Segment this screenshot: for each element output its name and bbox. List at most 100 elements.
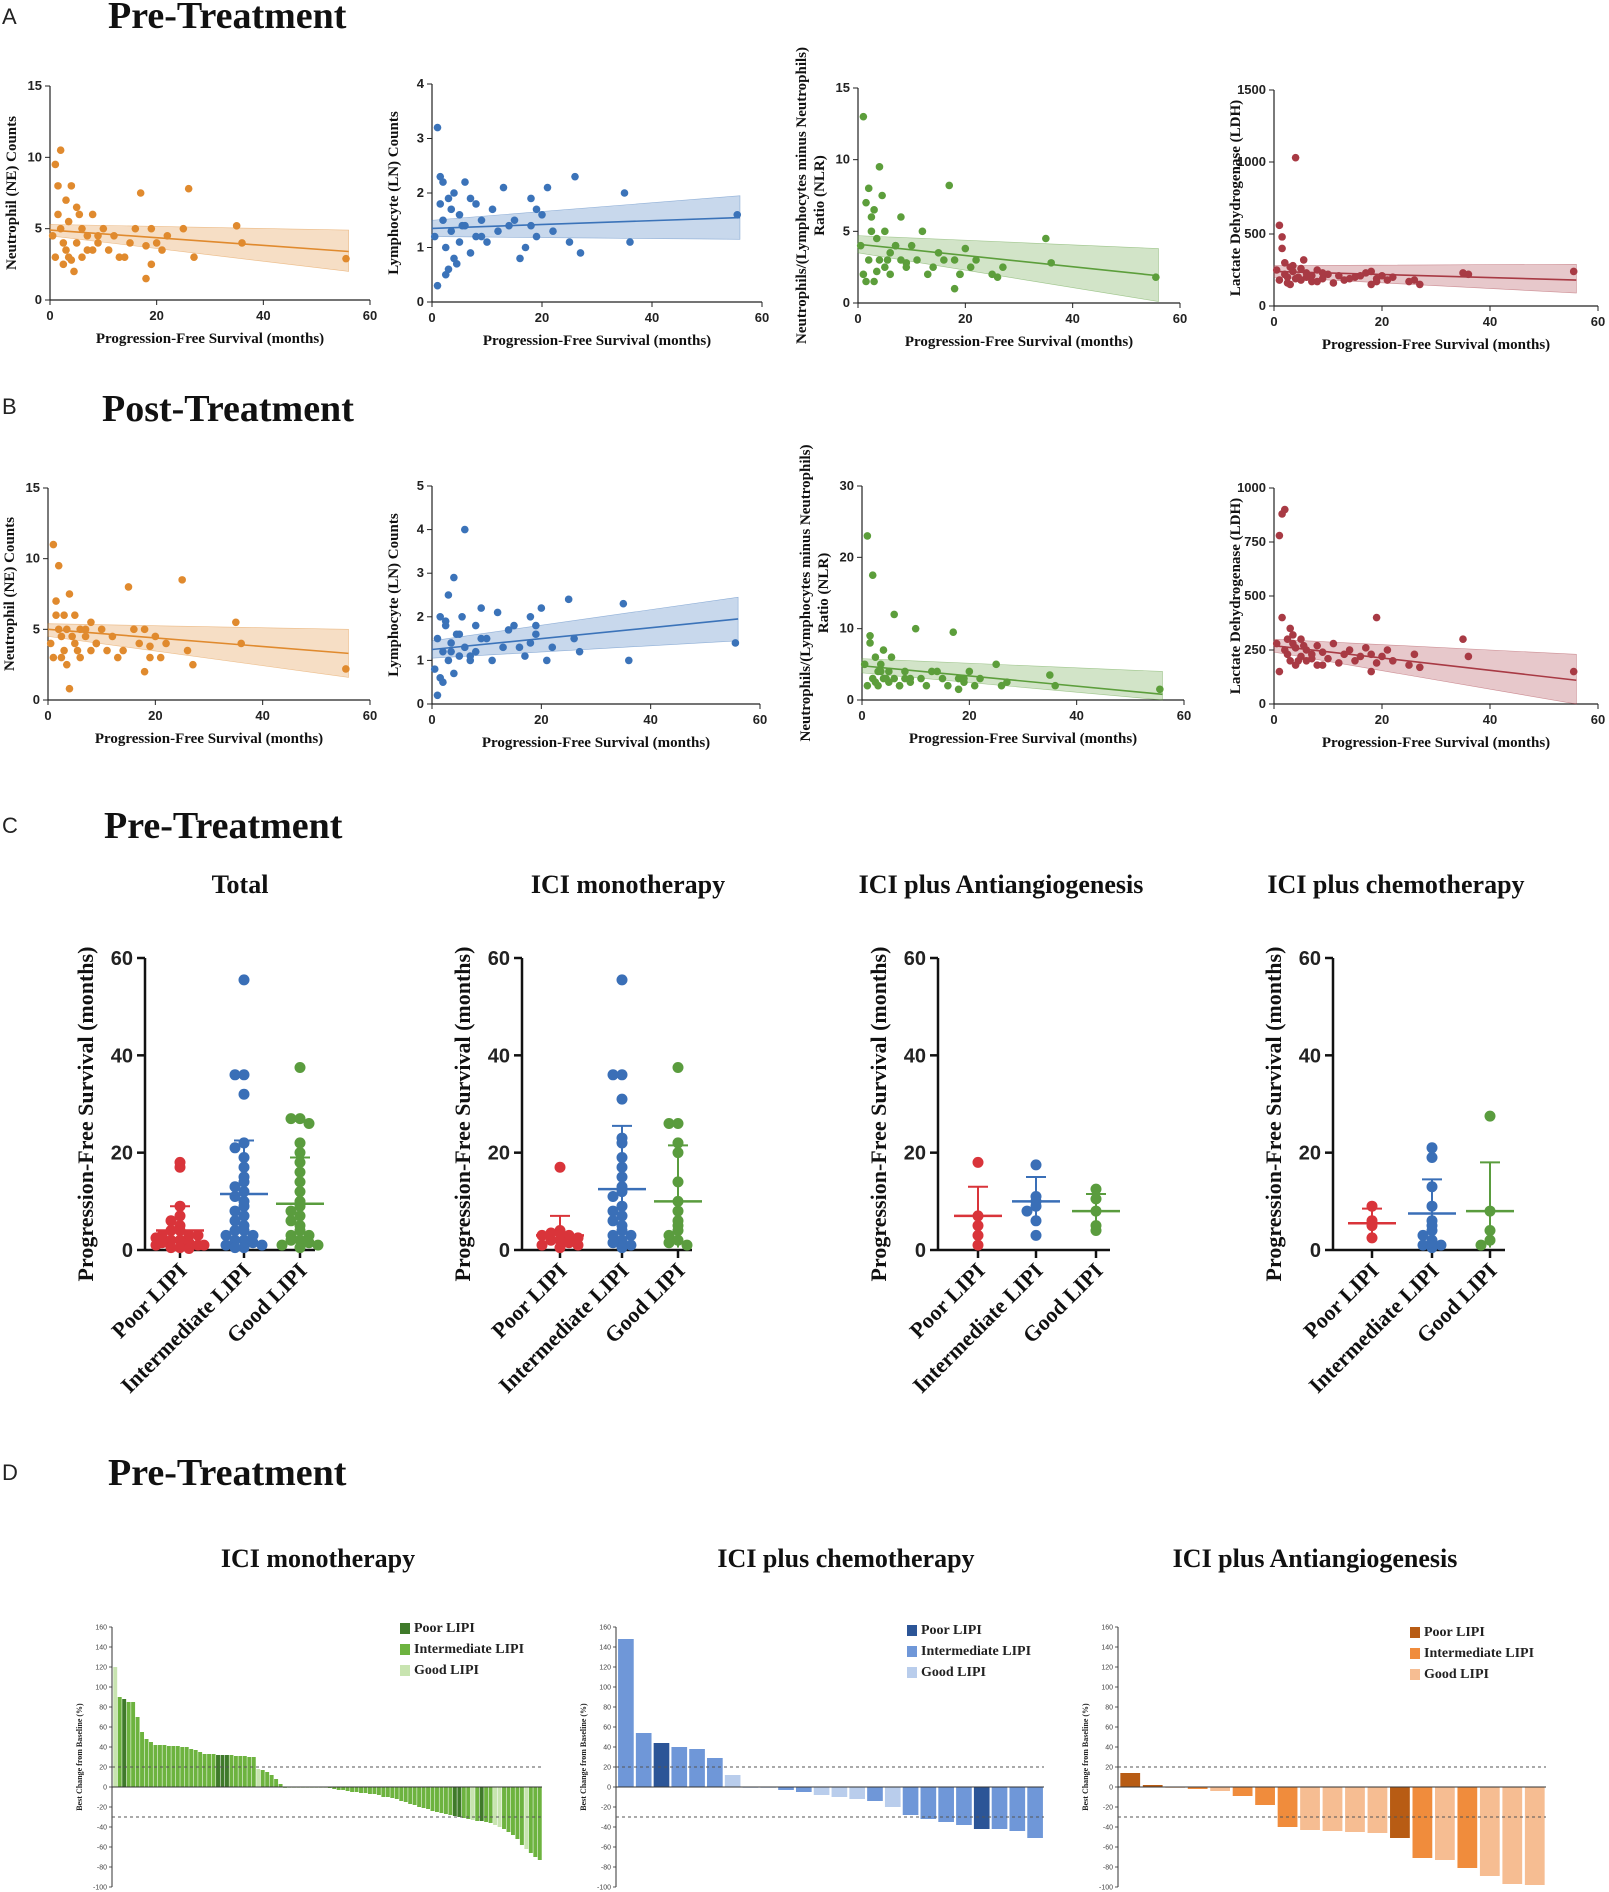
bar xyxy=(831,1787,848,1797)
bar xyxy=(497,1787,502,1827)
data-point xyxy=(875,256,884,264)
panel-a-title: Pre-Treatment xyxy=(108,0,347,37)
y-tick-label: 0 xyxy=(122,1240,133,1262)
bar xyxy=(403,1787,408,1802)
chart-b2: 0 1 2 3 4 5 0 20 40 60 Progression-Free Survival (… xyxy=(386,478,767,751)
bar xyxy=(724,1775,741,1787)
y-tick-label: 0 xyxy=(847,692,854,707)
bar xyxy=(274,1779,279,1787)
data-point xyxy=(1569,667,1578,676)
data-point xyxy=(81,632,90,641)
data-point xyxy=(860,660,869,669)
data-point xyxy=(54,182,62,190)
data-point xyxy=(1278,613,1286,622)
legend-label: Poor LIPI xyxy=(921,1623,982,1638)
data-point xyxy=(619,599,628,608)
data-point xyxy=(1318,274,1327,283)
y-tick-label: 20 xyxy=(603,1765,611,1772)
chart-c2: ICI monotherapy 0 20 40 60 Progression-Free S… xyxy=(450,870,725,1398)
data-point xyxy=(891,241,900,250)
data-point xyxy=(229,1205,241,1217)
data-point xyxy=(62,625,71,634)
data-point xyxy=(1367,650,1375,659)
y-tick-label: 100 xyxy=(1101,1685,1113,1692)
data-point xyxy=(108,632,117,641)
chart-a4: 0 500 1000 1500 0 20 40 60 Progression-Free Surv… xyxy=(1228,82,1605,353)
data-point xyxy=(911,624,920,633)
data-point xyxy=(147,260,156,269)
data-point xyxy=(450,573,458,582)
data-point xyxy=(907,241,916,250)
y-axis-label-line: Ratio (NLR) xyxy=(812,155,828,235)
data-point xyxy=(863,681,872,690)
data-point xyxy=(870,206,878,214)
data-point xyxy=(663,1117,675,1129)
bar xyxy=(461,1787,466,1818)
bar xyxy=(493,1787,498,1825)
bar xyxy=(149,1742,153,1787)
data-point xyxy=(94,232,102,240)
data-point xyxy=(1389,657,1397,665)
bar xyxy=(394,1787,399,1799)
x-tick-label: 60 xyxy=(753,712,767,727)
y-tick-label: -20 xyxy=(97,1805,107,1812)
data-point xyxy=(1281,259,1289,267)
data-point xyxy=(965,667,974,676)
data-point xyxy=(625,1239,637,1251)
data-point xyxy=(554,1161,566,1173)
bar xyxy=(488,1787,493,1823)
data-point xyxy=(65,684,74,693)
data-point xyxy=(461,643,469,652)
data-point xyxy=(999,263,1007,271)
bar xyxy=(426,1787,431,1809)
data-point xyxy=(439,647,447,656)
bar xyxy=(653,1743,670,1787)
data-point xyxy=(62,660,71,669)
data-point xyxy=(881,227,889,236)
data-point xyxy=(131,224,140,233)
panel-letter-b: B xyxy=(2,394,17,419)
data-point xyxy=(71,639,79,648)
chart-c4: ICI plus chemotherapy 0 20 40 60 Progression-… xyxy=(1261,870,1525,1398)
data-point xyxy=(189,660,197,669)
y-tick-label: 80 xyxy=(1105,1705,1113,1712)
x-tick-label: 40 xyxy=(643,712,657,727)
y-tick-label: -40 xyxy=(1103,1825,1113,1832)
y-tick-label: 160 xyxy=(95,1625,107,1632)
data-point xyxy=(862,198,870,207)
data-point xyxy=(135,639,144,648)
bar xyxy=(193,1750,198,1787)
bar xyxy=(519,1787,524,1845)
bar xyxy=(1412,1787,1433,1858)
data-point xyxy=(447,647,455,656)
bar xyxy=(367,1787,372,1794)
x-tick-label: 0 xyxy=(46,308,53,323)
data-point xyxy=(72,203,81,212)
bar xyxy=(506,1787,511,1832)
confidence-band xyxy=(47,623,349,678)
x-tick-label: 60 xyxy=(1591,712,1605,727)
data-point xyxy=(505,221,513,230)
y-tick-label: 40 xyxy=(1105,1745,1113,1752)
data-point xyxy=(570,634,578,643)
data-point xyxy=(532,621,540,630)
data-point xyxy=(917,674,925,683)
y-tick-label: 0 xyxy=(1259,696,1266,711)
data-point xyxy=(944,681,952,690)
data-point xyxy=(110,232,118,240)
bar xyxy=(412,1787,417,1805)
data-point xyxy=(1291,644,1300,652)
data-point xyxy=(1291,153,1300,162)
chart-d3: ICI plus Antiangiogenesis -100 -80 -60 -40 -2… xyxy=(1081,1544,1546,1892)
data-point xyxy=(1367,667,1375,676)
y-tick-label: -60 xyxy=(1103,1845,1113,1852)
data-point xyxy=(158,246,166,254)
x-tick-label: 20 xyxy=(535,310,549,325)
data-point xyxy=(1272,266,1281,274)
data-point xyxy=(1299,256,1308,264)
data-point xyxy=(488,205,497,214)
data-point xyxy=(867,227,876,236)
data-point xyxy=(516,254,524,263)
